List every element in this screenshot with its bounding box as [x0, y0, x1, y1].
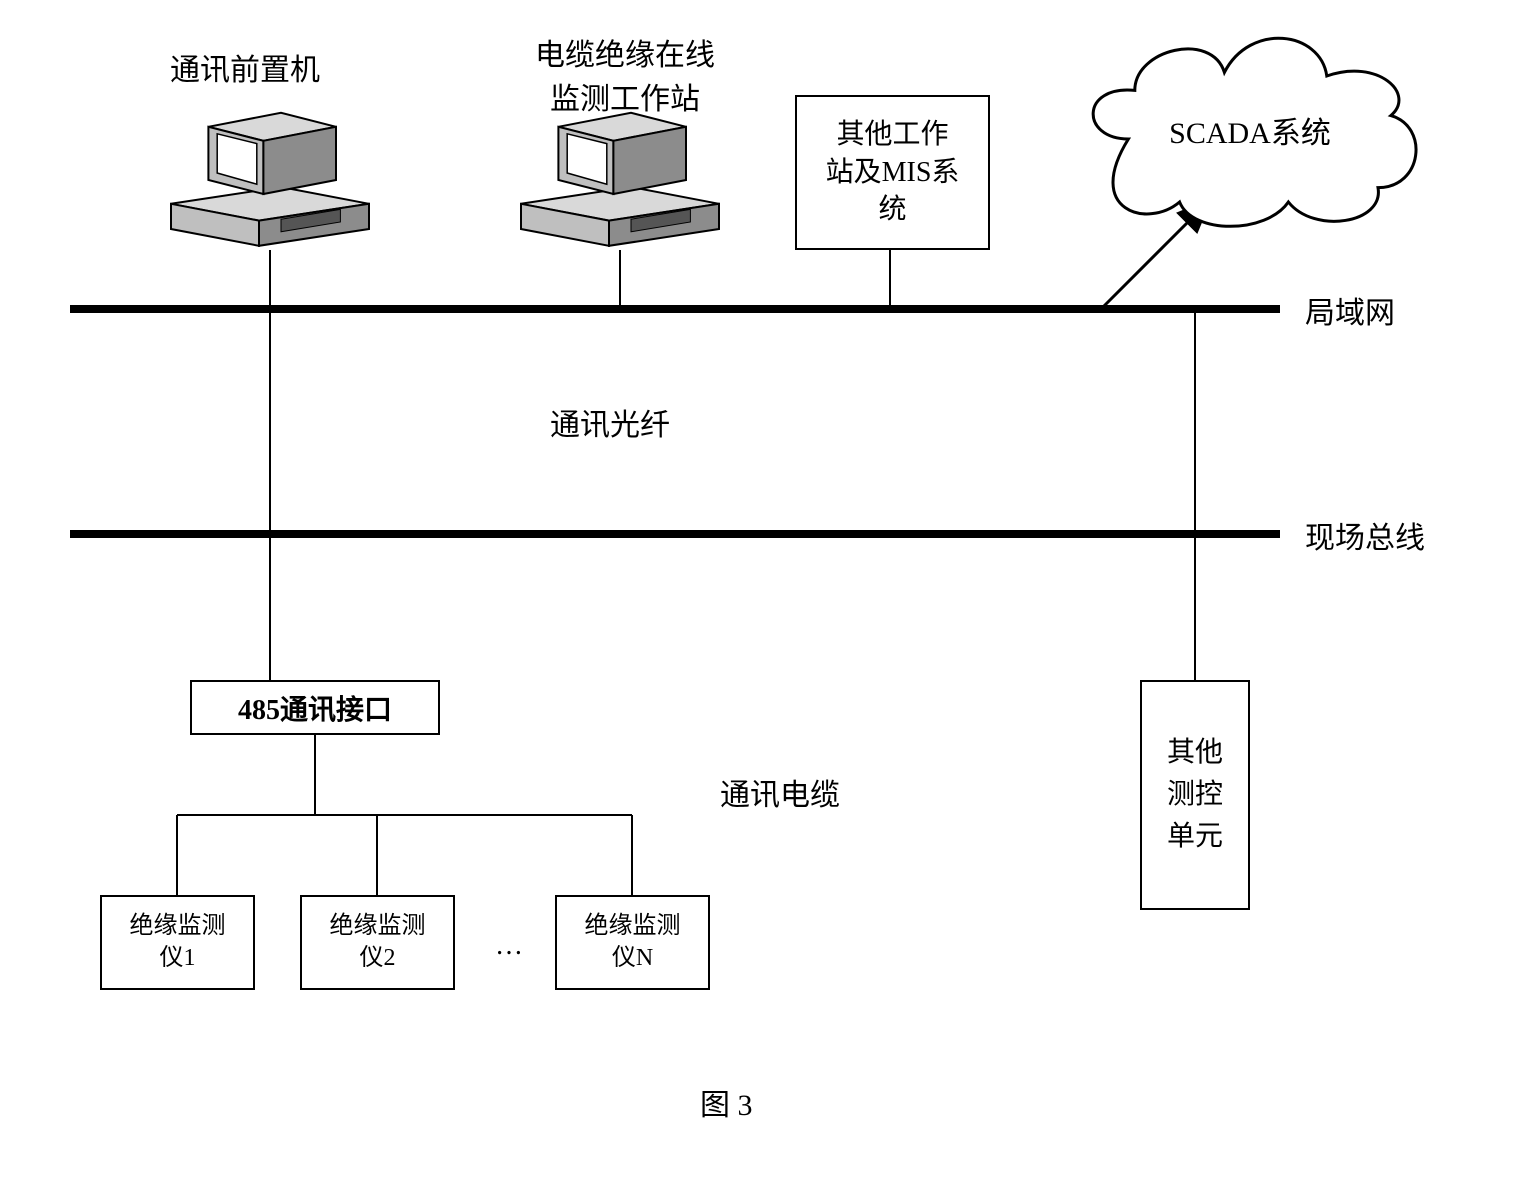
- cloud-scada-label: SCADA系统: [1090, 40, 1410, 220]
- figure-caption: 图 3: [700, 1080, 753, 1124]
- box-monitor-1: 绝缘监测仪1: [100, 895, 255, 990]
- box-monitor-2: 绝缘监测仪2: [300, 895, 455, 990]
- computer-front-end: [160, 110, 380, 250]
- label-computer1: 通讯前置机: [170, 45, 320, 89]
- label-comm-cable: 通讯电缆: [720, 770, 840, 814]
- label-fieldbus: 现场总线: [1305, 513, 1425, 557]
- bus-lan: [70, 305, 1280, 313]
- computer-workstation: [510, 110, 730, 250]
- bus-field: [70, 530, 1280, 538]
- label-lan: 局域网: [1305, 288, 1395, 332]
- diagram-canvas: 通讯前置机 电缆绝缘在线监测工作站 其他工作站及MIS系统 SCADA系统 局域…: [0, 0, 1525, 1178]
- label-ellipsis: …: [495, 930, 523, 962]
- label-computer2: 电缆绝缘在线监测工作站: [490, 30, 760, 118]
- box-monitor-n: 绝缘监测仪N: [555, 895, 710, 990]
- box-mis: 其他工作站及MIS系统: [795, 95, 990, 250]
- label-fiber: 通讯光纤: [550, 400, 670, 444]
- box-other-unit: 其他测控单元: [1140, 680, 1250, 910]
- box-485-interface: 485通讯接口: [190, 680, 440, 735]
